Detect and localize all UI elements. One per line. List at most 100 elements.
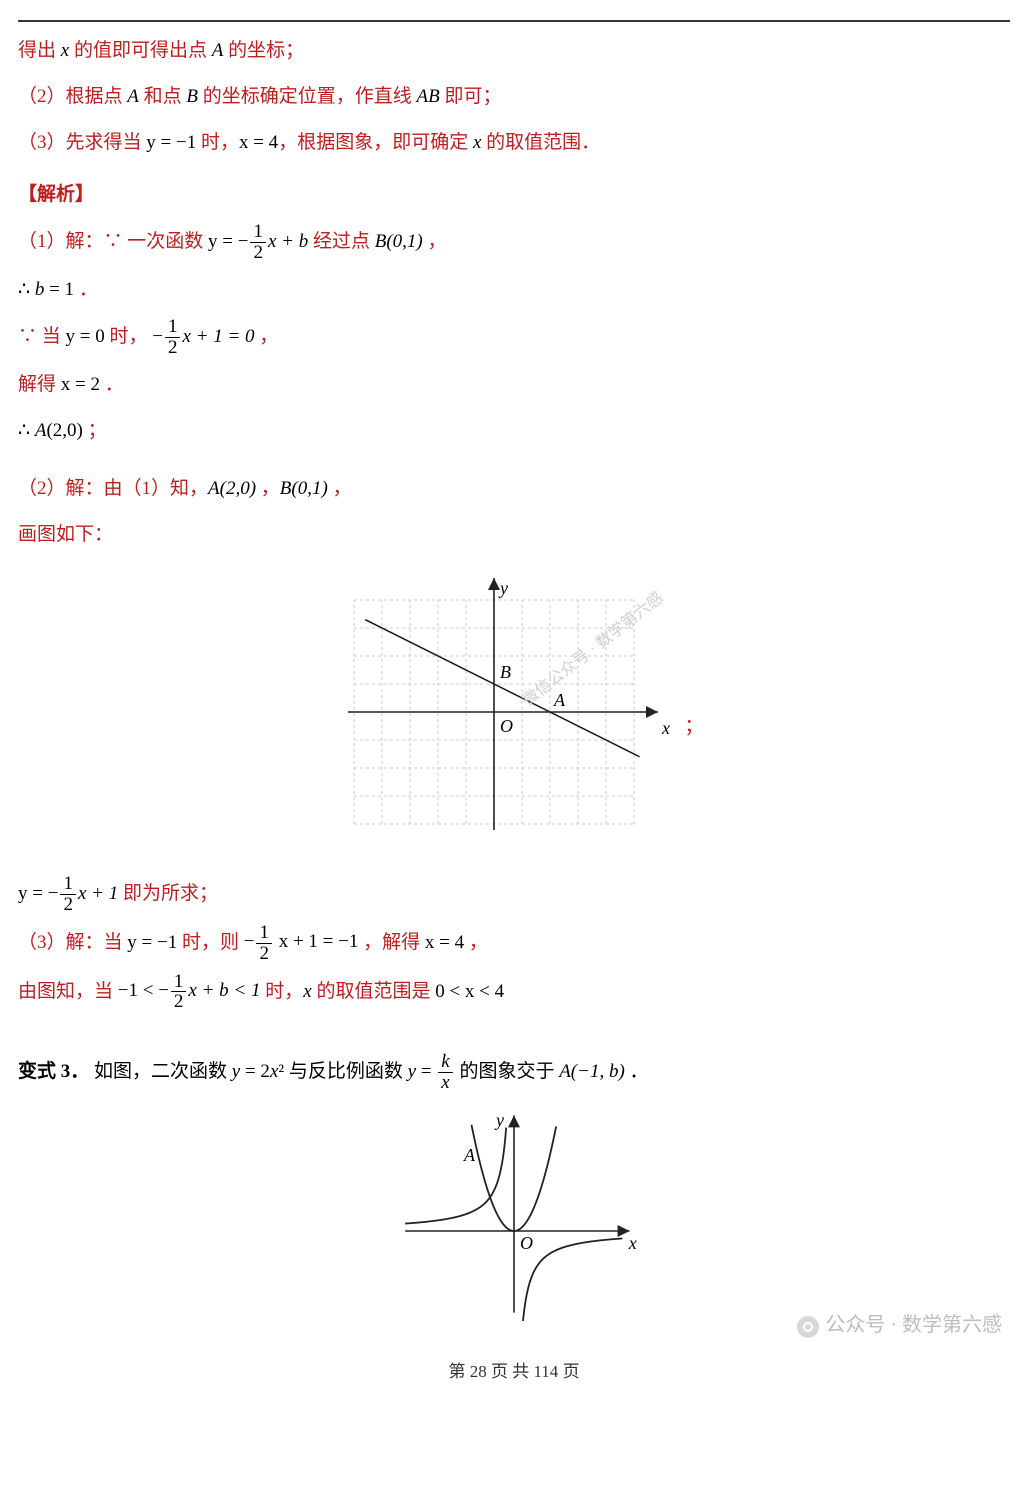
t: 第 [448, 1362, 469, 1381]
math: A(−1, b) [559, 1061, 625, 1082]
math: y = −12x + 1 [18, 883, 123, 904]
num: 1 [256, 923, 272, 944]
solution-line: ∴ b = 1 ． [18, 271, 1010, 309]
svg-text:A: A [463, 1145, 476, 1165]
math-func: y = −12x + b [208, 231, 313, 252]
math: y = −1 [127, 931, 177, 952]
num: k [438, 1052, 452, 1073]
t: ∵ 当 [18, 326, 66, 347]
page-footer: 第 28 页 共 114 页 [18, 1355, 1010, 1389]
solution-line: 由图知，当 −1 < −12x + b < 1 时，x 的取值范围是 0 < x… [18, 972, 1010, 1013]
math: −12 x + 1 = −1 [244, 931, 359, 952]
wechat-icon [797, 1316, 819, 1338]
solution-line: ∴ A(2,0) ； [18, 412, 1010, 450]
math: y = 2x² [232, 1061, 284, 1082]
t: −1 < − [118, 980, 169, 1001]
solution-line: （1）解：∵ 一次函数 y = −12x + b 经过点 B(0,1) ， [18, 222, 1010, 263]
t: x + b < 1 [188, 980, 260, 1001]
t: y = − [208, 231, 248, 252]
den: 2 [250, 243, 266, 263]
t: （2）根据点 [18, 86, 127, 107]
math: A(2,0) [208, 478, 256, 499]
t: 的坐标确定位置，作直线 [198, 86, 417, 107]
t: 如图，二次函数 [94, 1061, 232, 1082]
den: x [438, 1073, 452, 1093]
t: 经过点 [313, 231, 375, 252]
solution-line: （3）解：当 y = −1 时，则 −12 x + 1 = −1 ，解得 x =… [18, 923, 1010, 964]
solution-line: （2）解：由（1）知，A(2,0) ，B(0,1) ， [18, 470, 1010, 508]
t: − [152, 326, 163, 347]
svg-text:微信公众号 · 数学第六感: 微信公众号 · 数学第六感 [519, 588, 667, 709]
graph-parabola-hyperbola: yxOA [18, 1101, 1010, 1335]
t: ， [328, 478, 352, 499]
math: B(0,1) [375, 231, 423, 252]
num: 1 [250, 222, 266, 243]
t: 的坐标； [223, 40, 304, 61]
variant-problem: 变式 3． 如图，二次函数 y = 2x² 与反比例函数 y = kx 的图象交… [18, 1052, 1010, 1093]
svg-text:O: O [500, 716, 513, 736]
solution-line: 画图如下： [18, 516, 1010, 554]
math: x = 2 [61, 374, 100, 395]
math: y = 0 [66, 326, 105, 347]
t: （1）解：∵ 一次函数 [18, 231, 208, 252]
math-x: x [303, 980, 311, 1001]
num: 1 [171, 972, 187, 993]
analysis-heading: 【解析】 [18, 176, 1010, 214]
math: ∴ b = 1 [18, 279, 74, 300]
math-AB: AB [417, 86, 440, 107]
t: 和点 [139, 86, 187, 107]
t: 解得 [18, 374, 61, 395]
t: 时， [196, 132, 239, 153]
t: ． [625, 1061, 649, 1082]
t: ， [259, 326, 278, 347]
svg-text:y: y [498, 578, 508, 598]
t: 得出 [18, 40, 61, 61]
t: 的值即可得出点 [69, 40, 212, 61]
svg-text:B: B [500, 662, 511, 682]
t: 时，则 [177, 931, 244, 952]
page-num: 28 [470, 1362, 487, 1381]
solution-line: 解得 x = 2 ． [18, 366, 1010, 404]
t: 时， [105, 326, 148, 347]
t: ，根据图象，即可确定 [278, 132, 473, 153]
t: x + 1 = −1 [274, 931, 358, 952]
t: 页 [558, 1362, 579, 1381]
graph-linear-svg: yxOBA 微信公众号 · 数学第六感 [324, 562, 684, 852]
den: 2 [171, 992, 187, 1012]
t: 即可； [440, 86, 502, 107]
t: ， [256, 478, 280, 499]
math-x: x [61, 40, 69, 61]
t: y = − [18, 883, 58, 904]
den: 2 [60, 895, 76, 915]
solution-line: y = −12x + 1 即为所求； [18, 874, 1010, 915]
den: 2 [256, 944, 272, 964]
step-text: （2）根据点 A 和点 B 的坐标确定位置，作直线 AB 即可； [18, 78, 1010, 116]
graph-linear: yxOBA 微信公众号 · 数学第六感 ； [18, 562, 1010, 866]
step-text: （3）先求得当 y = −1 时，x = 4，根据图象，即可确定 x 的取值范围… [18, 124, 1010, 162]
t: （3）先求得当 [18, 132, 146, 153]
solution-line: ∵ 当 y = 0 时， −12x + 1 = 0 ， [18, 317, 1010, 358]
t: （3）解：当 [18, 931, 127, 952]
num: 1 [60, 874, 76, 895]
math-B: B [186, 86, 198, 107]
math-A: A [212, 40, 224, 61]
math: −12x + 1 = 0 [152, 326, 259, 347]
math: x = 4 [239, 132, 278, 153]
svg-text:y: y [494, 1110, 504, 1130]
t: 时， [265, 980, 303, 1001]
t: x + 1 = 0 [182, 326, 254, 347]
variant-label: 变式 3． [18, 1061, 89, 1082]
t: x + b [268, 231, 308, 252]
t: 即为所求； [123, 883, 218, 904]
math: 0 < x < 4 [435, 980, 504, 1001]
t: ， [464, 931, 488, 952]
math-A: A [127, 86, 139, 107]
top-rule [18, 20, 1010, 22]
den: 2 [165, 338, 181, 358]
math: −1 < −12x + b < 1 [118, 980, 265, 1001]
svg-text:A: A [553, 690, 566, 710]
graph2-svg: yxOA [364, 1101, 664, 1321]
num: 1 [165, 317, 181, 338]
t: ，解得 [358, 931, 425, 952]
t: 与反比例函数 [284, 1061, 408, 1082]
